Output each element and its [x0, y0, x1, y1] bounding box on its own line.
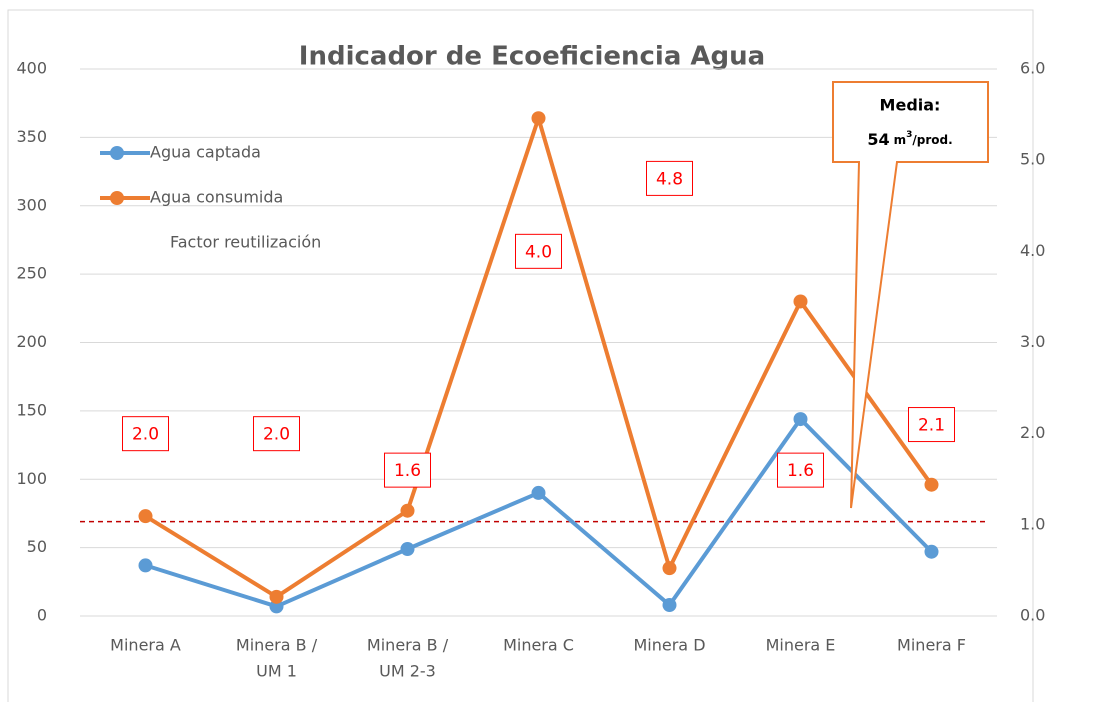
chart-title: Indicador de Ecoeficiencia Agua: [299, 42, 765, 72]
y2-tick-label: 4.0: [1020, 241, 1045, 260]
data-label: 4.8: [656, 169, 683, 189]
y-tick-label: 200: [16, 332, 47, 351]
data-label-box: [515, 233, 562, 269]
data-label: 2.0: [263, 425, 290, 445]
data-label-box: [253, 416, 300, 452]
x-tick-label: Minera E: [766, 636, 836, 655]
y2-tick-label: 0.0: [1020, 606, 1045, 625]
point: [269, 589, 284, 604]
legend-marker: [110, 146, 124, 160]
annotation-part: /prod.: [912, 133, 952, 147]
annotation-part: 54: [867, 130, 889, 149]
data-label-box: [122, 416, 169, 452]
annotation-title: Media:: [880, 96, 941, 115]
y-tick-label: 0: [37, 606, 47, 625]
data-label-box: [908, 407, 955, 443]
y-tick-label: 150: [16, 400, 47, 419]
x-tick-label: Minera A: [110, 636, 181, 655]
data-label: 1.6: [394, 461, 421, 481]
y-tick-label: 250: [16, 264, 47, 283]
y2-tick-label: 1.0: [1020, 514, 1045, 533]
y-tick-label: 300: [16, 195, 47, 214]
point: [138, 509, 153, 524]
point: [400, 541, 415, 556]
x-tick-label: Minera B /: [367, 636, 449, 655]
data-label-box: [646, 160, 693, 196]
data-label: 4.0: [525, 242, 552, 262]
data-label: 2.0: [132, 425, 159, 445]
legend-marker: [110, 191, 124, 205]
y2-tick-label: 6.0: [1020, 59, 1045, 78]
annotation-part: 3: [906, 130, 912, 140]
point: [662, 598, 677, 613]
y-tick-label: 50: [27, 537, 47, 556]
point: [531, 111, 546, 126]
x-tick-label: UM 1: [256, 662, 297, 681]
point: [924, 544, 939, 559]
data-label-box: [384, 452, 431, 488]
legend-label: Agua captada: [150, 143, 261, 162]
x-tick-label: Minera B /: [236, 636, 318, 655]
y-tick-label: 350: [16, 127, 47, 146]
point: [924, 477, 939, 492]
callout: [832, 81, 989, 509]
data-label: 2.1: [918, 416, 945, 436]
annotation-text: 54 m3/prod.: [867, 130, 952, 149]
x-tick-label: Minera D: [633, 636, 705, 655]
y2-tick-label: 2.0: [1020, 423, 1045, 442]
point: [662, 561, 677, 576]
y-tick-label: 100: [16, 469, 47, 488]
legend-label: Factor reutilización: [170, 233, 321, 252]
x-tick-label: UM 2-3: [379, 662, 436, 681]
y2-tick-label: 3.0: [1020, 332, 1045, 351]
point: [793, 412, 808, 427]
data-label: 1.6: [787, 461, 814, 481]
chart-frame: [7, 9, 1034, 702]
point: [269, 599, 284, 614]
x-tick-label: Minera C: [503, 636, 574, 655]
y2-tick-label: 5.0: [1020, 150, 1045, 169]
y-tick-label: 400: [16, 59, 47, 78]
data-label-box: [777, 452, 824, 488]
point: [531, 485, 546, 500]
annotation-part: m: [894, 133, 907, 147]
point: [138, 558, 153, 573]
x-tick-label: Minera F: [897, 636, 966, 655]
point: [400, 503, 415, 518]
legend-label: Agua consumida: [150, 188, 283, 207]
point: [793, 294, 808, 309]
